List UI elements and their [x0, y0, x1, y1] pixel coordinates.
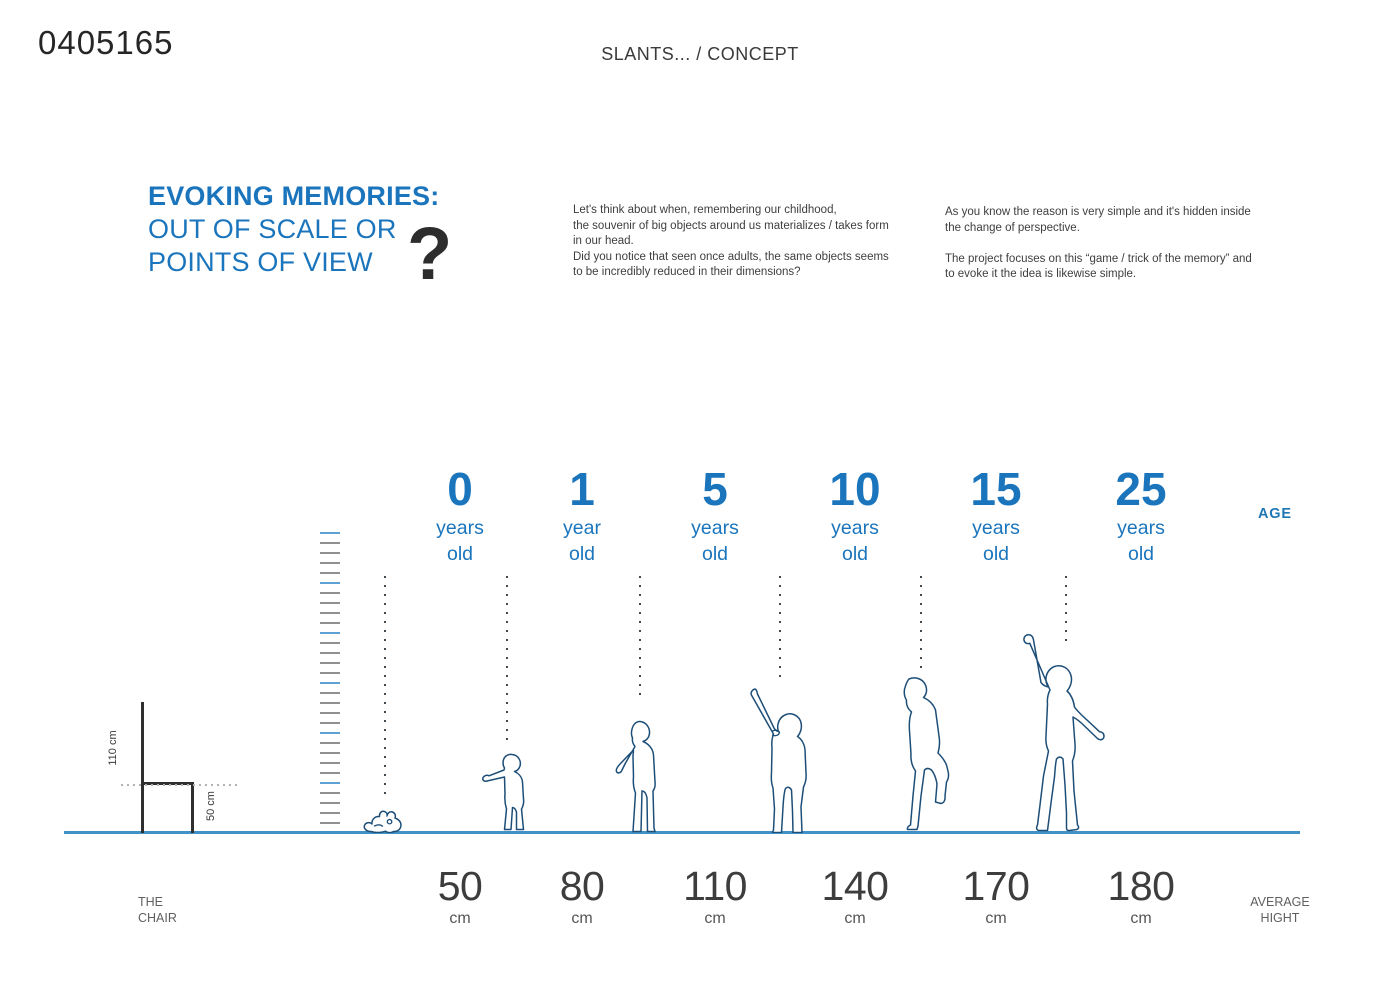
age-column-15-years: 15 years old 170 cm [903, 463, 1071, 945]
figure-child-standing [608, 720, 790, 833]
ruler-tick [320, 742, 340, 744]
height-number: 140 [821, 863, 889, 909]
baby-outline-drawing [363, 810, 402, 833]
dotted-guide-line [384, 576, 386, 800]
age-number: 10 [829, 463, 881, 515]
dotted-guide-line [506, 576, 508, 740]
ruler-tick [320, 762, 340, 764]
ruler-tick [320, 632, 340, 634]
height-unit: cm [844, 910, 866, 927]
age-column-10-years: 10 years old 140 cm [750, 463, 930, 945]
age-column-5-years: 5 years old 110 cm [615, 463, 790, 945]
age-words: year old [563, 517, 601, 565]
height-unit: cm [1130, 910, 1152, 927]
age-words: years old [1117, 517, 1165, 565]
age-number: 1 [569, 463, 595, 515]
chair-caption: THE CHAIR [138, 895, 177, 925]
ruler-tick [320, 712, 340, 714]
chair-back-line [141, 702, 144, 833]
section-title-line1: EVOKING MEMORIES: [148, 181, 440, 211]
ruler-tick [320, 812, 340, 814]
figure-adult-reaching-up [1014, 633, 1216, 833]
ruler-tick [320, 792, 340, 794]
project-code: 0405165 [38, 24, 174, 61]
ruler-tick [320, 662, 340, 664]
ruler-tick [320, 622, 340, 624]
dotted-guide-line [639, 576, 641, 696]
ground-line [64, 831, 1300, 834]
age-number: 15 [970, 463, 1022, 515]
ruler-tick [320, 692, 340, 694]
figure-baby-lying [361, 805, 535, 833]
figure-child-reaching-up [747, 687, 930, 833]
ruler-tick [320, 822, 340, 824]
ruler-tick [320, 532, 340, 534]
ruler [320, 532, 342, 832]
chair-seat-height-label: 50 cm [205, 791, 217, 821]
height-unit: cm [571, 910, 593, 927]
age-words: years old [691, 517, 739, 565]
ruler-tick [320, 642, 340, 644]
height-unit: cm [704, 910, 726, 927]
ruler-tick [320, 722, 340, 724]
toddler-outline-drawing [482, 753, 525, 831]
height-unit: cm [449, 910, 471, 927]
age-words: years old [972, 517, 1020, 565]
ruler-tick [320, 672, 340, 674]
height-unit: cm [985, 910, 1007, 927]
age-column-0-years: 0 years old 50 cm [363, 463, 535, 945]
ruler-tick [320, 772, 340, 774]
page-title: SLANTS... / CONCEPT [601, 44, 799, 64]
section-title: EVOKING MEMORIES: OUT OF SCALE OR POINTS… [148, 180, 439, 279]
section-title-line2: OUT OF SCALE OR [148, 214, 397, 244]
ruler-tick [320, 572, 340, 574]
height-number: 170 [962, 863, 1030, 909]
child-outline-drawing [615, 720, 656, 833]
ruler-tick [320, 592, 340, 594]
dotted-guide-line [1065, 576, 1067, 645]
chair-seat-line [141, 782, 194, 785]
adult-outline-drawing [1023, 634, 1105, 832]
height-number: 110 [683, 863, 747, 909]
figure-teen-walking [882, 676, 1071, 833]
chair-front-leg-line [191, 782, 194, 833]
age-column-1-year: 1 year old 80 cm [482, 463, 657, 945]
height-number: 80 [559, 863, 605, 909]
age-number: 5 [702, 463, 728, 515]
dotted-guide-line [920, 576, 922, 670]
ruler-tick [320, 542, 340, 544]
ruler-tick [320, 752, 340, 754]
preteen-outline-drawing [750, 688, 807, 833]
ruler-tick [320, 612, 340, 614]
ruler-tick [320, 782, 340, 784]
ruler-tick [320, 702, 340, 704]
age-number: 0 [447, 463, 473, 515]
ruler-tick [320, 682, 340, 684]
ruler-tick [320, 802, 340, 804]
ruler-tick [320, 552, 340, 554]
intro-paragraph-1: Let's think about when, remembering our … [573, 204, 889, 279]
question-mark: ? [407, 212, 453, 295]
age-axis-label: AGE [1258, 506, 1292, 522]
ruler-tick [320, 562, 340, 564]
figure-toddler-standing [479, 753, 657, 833]
dotted-guide-line [779, 576, 781, 682]
age-words: years old [831, 517, 879, 565]
teen-outline-drawing [903, 677, 950, 831]
chair-seat-dotted-guide [121, 784, 238, 786]
ruler-tick [320, 652, 340, 654]
height-number: 50 [437, 863, 483, 909]
section-title-line3: POINTS OF VIEW [148, 247, 373, 277]
chair-back-height-label: 110 cm [107, 730, 119, 766]
ruler-tick [320, 582, 340, 584]
age-words: years old [436, 517, 484, 565]
ruler-tick [320, 602, 340, 604]
age-number: 25 [1115, 463, 1167, 515]
height-number: 180 [1107, 863, 1175, 909]
age-column-25-years: 25 years old 180 cm [1023, 463, 1216, 945]
intro-paragraph-2: As you know the reason is very simple an… [945, 206, 1252, 281]
ruler-tick [320, 732, 340, 734]
average-height-axis-label: AVERAGE HIGHT [1250, 895, 1310, 925]
